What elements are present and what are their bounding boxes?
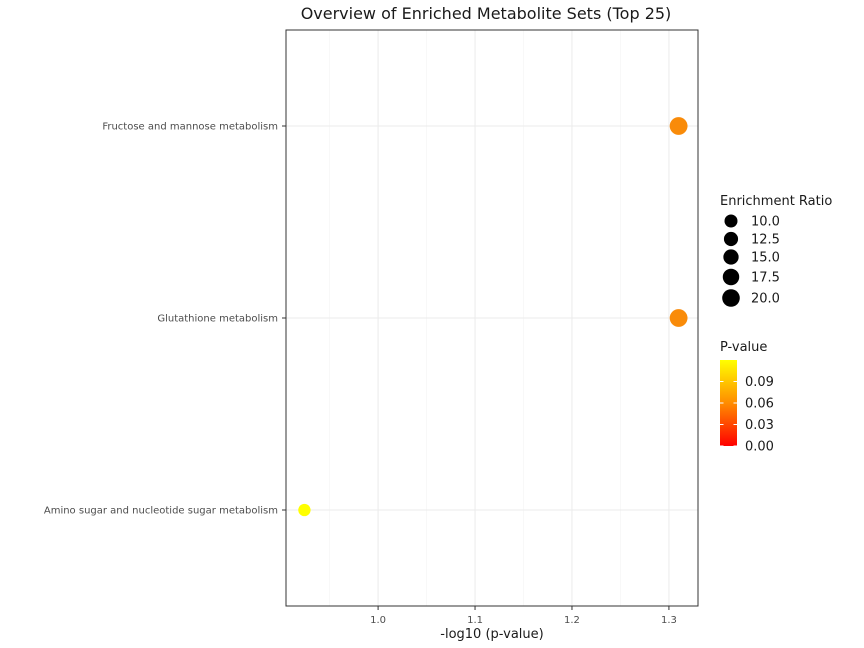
size-legend-key: [722, 289, 740, 307]
size-legend: Enrichment Ratio 10.0 12.5 15.0 17.5 20.0: [720, 194, 832, 307]
points-layer: [298, 117, 688, 517]
data-point: [298, 503, 311, 517]
x-tick-label: 1.2: [564, 615, 580, 626]
y-tick-label: Fructose and mannose metabolism: [102, 122, 278, 133]
size-legend-key: [723, 249, 739, 265]
size-legend-label: 15.0: [751, 251, 780, 266]
size-legend-label: 17.5: [751, 271, 780, 286]
size-legend-key: [723, 231, 739, 247]
y-tick-label: Amino sugar and nucleotide sugar metabol…: [44, 506, 278, 517]
color-legend-title: P-value: [720, 340, 767, 355]
data-point: [669, 309, 688, 327]
x-axis: 1.0 1.1 1.2 1.3: [370, 606, 677, 626]
y-tick-label: Glutathione metabolism: [157, 314, 278, 325]
chart-title: Overview of Enriched Metabolite Sets (To…: [301, 4, 672, 23]
color-legend-label: 0.06: [745, 397, 774, 412]
size-legend-label: 12.5: [751, 233, 780, 248]
color-legend-label: 0.03: [745, 418, 774, 433]
x-tick-label: 1.0: [370, 615, 386, 626]
data-point: [669, 117, 688, 135]
panel-grid: [286, 30, 698, 606]
x-tick-label: 1.3: [661, 615, 677, 626]
size-legend-key: [724, 214, 738, 228]
color-legend: P-value 0.09 0.06 0.03 0.00: [720, 340, 774, 455]
size-legend-key: [722, 268, 740, 286]
color-legend-label: 0.09: [745, 375, 774, 390]
color-legend-gradient-bar: [720, 360, 737, 446]
size-legend-label: 10.0: [751, 215, 780, 230]
x-tick-label: 1.1: [467, 615, 483, 626]
y-axis: Fructose and mannose metabolism Glutathio…: [44, 122, 286, 517]
size-legend-title: Enrichment Ratio: [720, 194, 832, 209]
color-legend-label: 0.00: [745, 440, 774, 455]
x-axis-title: -log10 (p-value): [440, 627, 543, 642]
size-legend-label: 20.0: [751, 292, 780, 307]
